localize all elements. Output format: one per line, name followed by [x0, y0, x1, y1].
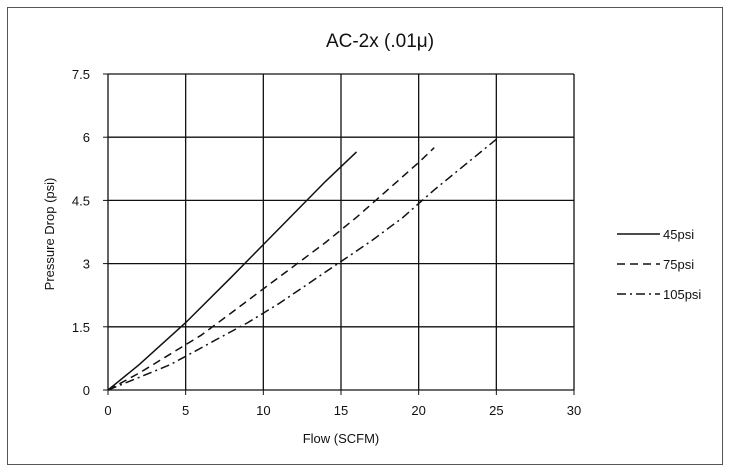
- series-line-75psi: [107, 147, 435, 391]
- legend-label-75psi: 75psi: [663, 257, 694, 272]
- series-lines: [107, 138, 497, 391]
- x-tick-label-1: 5: [182, 403, 189, 418]
- y-axis-label: Pressure Drop (psi): [42, 178, 57, 291]
- x-tick-label-0: 0: [104, 403, 111, 418]
- y-tick-label-2: 3: [83, 257, 90, 272]
- x-tick-label-6: 30: [567, 403, 581, 418]
- chart-title: AC-2x (.01μ): [326, 31, 434, 52]
- x-tick-label-2: 10: [256, 403, 270, 418]
- grid: [107, 73, 575, 391]
- series-line-45psi: [107, 151, 358, 391]
- series-line-105psi: [107, 138, 497, 391]
- chart-frame: [7, 7, 723, 465]
- y-tick-label-5: 7.5: [72, 67, 90, 82]
- y-tick-label-0: 0: [83, 383, 90, 398]
- y-axis-ticks: 0 1.5 3 4.5 6 7.5: [72, 67, 108, 398]
- x-tick-label-5: 25: [489, 403, 503, 418]
- x-tick-label-3: 15: [334, 403, 348, 418]
- legend-label-45psi: 45psi: [663, 227, 694, 242]
- y-tick-label-3: 4.5: [72, 193, 90, 208]
- x-axis-label: Flow (SCFM): [303, 431, 380, 446]
- y-tick-label-4: 6: [83, 130, 90, 145]
- y-tick-label-1: 1.5: [72, 320, 90, 335]
- legend-label-105psi: 105psi: [663, 287, 701, 302]
- legend: 45psi 75psi 105psi: [617, 227, 701, 302]
- x-tick-label-4: 20: [411, 403, 425, 418]
- x-axis-ticks: 0 5 10 15 20 25 30: [104, 390, 581, 418]
